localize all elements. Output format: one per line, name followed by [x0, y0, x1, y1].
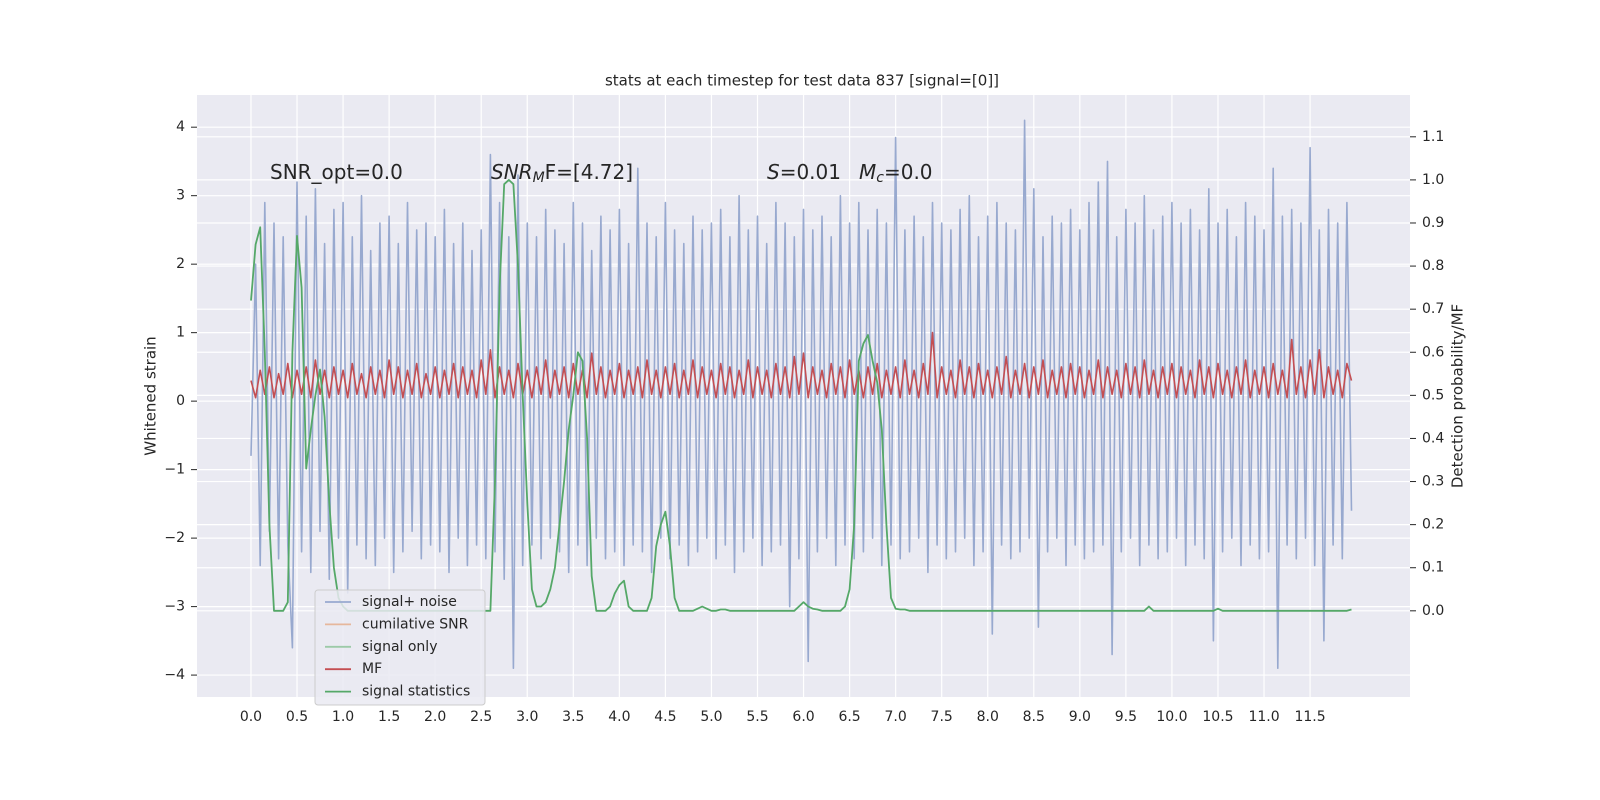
- y2-tick-label: 0.4: [1422, 430, 1444, 446]
- legend-label: signal only: [362, 639, 437, 655]
- y-tick-label: −1: [164, 462, 185, 478]
- annotation-part: =0.01: [780, 160, 841, 184]
- y-tick-label: 1: [176, 325, 185, 341]
- x-tick-label: 5.5: [746, 709, 768, 725]
- y2-tick-label: 0.3: [1422, 474, 1444, 490]
- annotation-part: S: [767, 160, 780, 184]
- x-tick-label: 1.0: [332, 709, 354, 725]
- annotation-part: SNR: [491, 160, 533, 184]
- y2-tick-label: 1.0: [1422, 172, 1444, 188]
- chart-title: stats at each timestep for test data 837…: [605, 72, 999, 90]
- x-tick-label: 11.5: [1294, 709, 1325, 725]
- series-line: [250, 119, 1353, 669]
- x-tick-label: 2.5: [470, 709, 492, 725]
- annotation-part: F=[4.72]: [545, 160, 633, 184]
- legend-label: cumilative SNR: [362, 616, 469, 632]
- x-tick-label: 6.5: [838, 709, 860, 725]
- y2-tick-label: 0.5: [1422, 387, 1444, 403]
- y-tick-label: −2: [164, 530, 185, 546]
- annotation-part: c: [876, 170, 884, 186]
- legend-label: signal statistics: [362, 684, 470, 700]
- legend-box: [314, 589, 486, 706]
- y2-tick-label: 0.0: [1422, 603, 1444, 619]
- x-tick-label: 2.0: [424, 709, 446, 725]
- x-tick-label: 4.0: [608, 709, 630, 725]
- x-tick-label: 8.0: [977, 709, 999, 725]
- annotation: Mc=0.0: [859, 160, 933, 187]
- x-tick-label: 7.5: [931, 709, 953, 725]
- x-tick-label: 11.0: [1248, 709, 1279, 725]
- x-tick-label: 3.5: [562, 709, 584, 725]
- x-tick-label: 10.0: [1156, 709, 1187, 725]
- x-tick-label: 9.5: [1115, 709, 1137, 725]
- y-tick-label: 2: [176, 256, 185, 272]
- y-tick-label: 3: [176, 188, 185, 204]
- legend-label: signal+ noise: [362, 594, 457, 610]
- x-tick-label: 1.5: [378, 709, 400, 725]
- annotation: SNR_opt=0.0: [270, 160, 403, 184]
- annotation-part: M: [533, 170, 545, 186]
- x-tick-label: 5.0: [700, 709, 722, 725]
- annotation-part: SNR_opt=0.0: [270, 160, 403, 184]
- x-tick-label: 9.0: [1069, 709, 1091, 725]
- annotation-part: M: [859, 160, 876, 184]
- y2-tick-label: 0.8: [1422, 258, 1444, 274]
- x-tick-label: 10.5: [1202, 709, 1233, 725]
- x-tick-label: 4.5: [654, 709, 676, 725]
- y-tick-label: 4: [176, 119, 185, 135]
- y-tick-label: 0: [176, 393, 185, 409]
- x-tick-label: 7.0: [885, 709, 907, 725]
- legend-label: MF: [362, 661, 382, 677]
- x-tick-label: 6.0: [792, 709, 814, 725]
- y2-tick-label: 0.9: [1422, 215, 1444, 231]
- x-tick-label: 0.0: [240, 709, 262, 725]
- y-tick-label: −4: [164, 667, 185, 683]
- y2-tick-label: 0.2: [1422, 517, 1444, 533]
- x-tick-label: 8.5: [1023, 709, 1045, 725]
- annotation-part: =0.0: [884, 160, 933, 184]
- y-axis-label: Whitened strain: [142, 336, 160, 455]
- y2-tick-label: 0.6: [1422, 344, 1444, 360]
- y2-tick-label: 0.1: [1422, 560, 1444, 576]
- y2-tick-label: 1.1: [1422, 129, 1444, 145]
- y-tick-label: −3: [164, 599, 185, 615]
- y2-tick-label: 0.7: [1422, 301, 1444, 317]
- annotation: S=0.01: [767, 160, 841, 184]
- annotation: SNRMF=[4.72]: [491, 160, 633, 187]
- series-line: [250, 331, 1353, 399]
- x-tick-label: 0.5: [286, 709, 308, 725]
- y2-axis-label: Detection probability/MF: [1449, 304, 1467, 488]
- x-tick-label: 3.0: [516, 709, 538, 725]
